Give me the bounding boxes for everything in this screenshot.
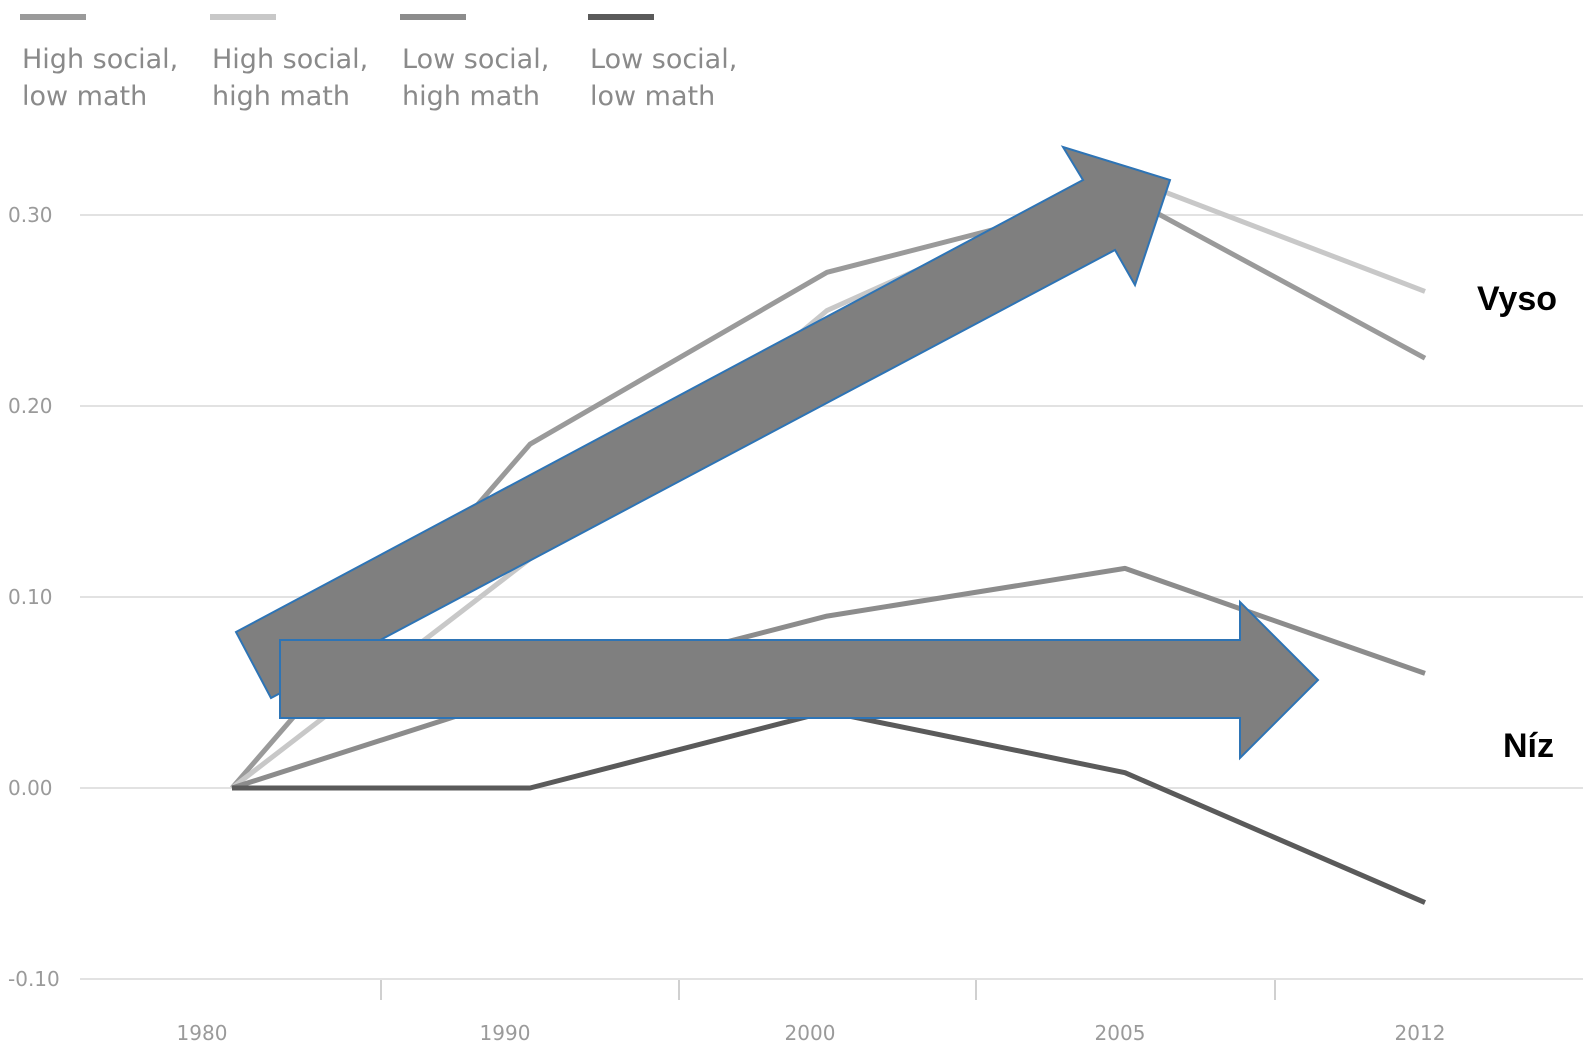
trend-arrows [234, 145, 1320, 761]
y-tick-label: 0.20 [8, 394, 53, 418]
x-axis-ticks: 1980 1990 2000 2005 2012 [177, 980, 1446, 1045]
annotations: Vyso Níz [1477, 280, 1557, 765]
series-line-2 [231, 565, 1426, 791]
y-tick-label: 0.30 [8, 203, 53, 227]
series-line-1 [230, 174, 1426, 790]
y-axis-ticks: 0.30 0.20 0.10 0.00 -0.10 [8, 203, 60, 991]
rising-arrow [234, 145, 1172, 700]
legend: High social, low math High social, high mat… [20, 14, 737, 112]
legend-label: Low social, [402, 44, 549, 75]
x-tick-label: 2012 [1395, 1021, 1446, 1045]
legend-label: high math [402, 81, 540, 112]
legend-label: low math [590, 81, 715, 112]
legend-label: high math [212, 81, 350, 112]
legend-label: High social, [212, 44, 368, 75]
x-tick-label: 1990 [480, 1021, 531, 1045]
annotation-label: Níz [1503, 727, 1554, 765]
y-tick-label: -0.10 [8, 967, 60, 991]
legend-label: High social, [22, 44, 178, 75]
legend-label: Low social, [590, 44, 737, 75]
x-tick-label: 1980 [177, 1021, 228, 1045]
x-tick-label: 2000 [785, 1021, 836, 1045]
annotation-label: Vyso [1477, 280, 1557, 318]
y-tick-label: 0.00 [8, 776, 53, 800]
legend-label: low math [22, 81, 147, 112]
y-tick-label: 0.10 [8, 585, 53, 609]
flat-arrow [279, 599, 1320, 761]
x-tick-label: 2005 [1095, 1021, 1146, 1045]
